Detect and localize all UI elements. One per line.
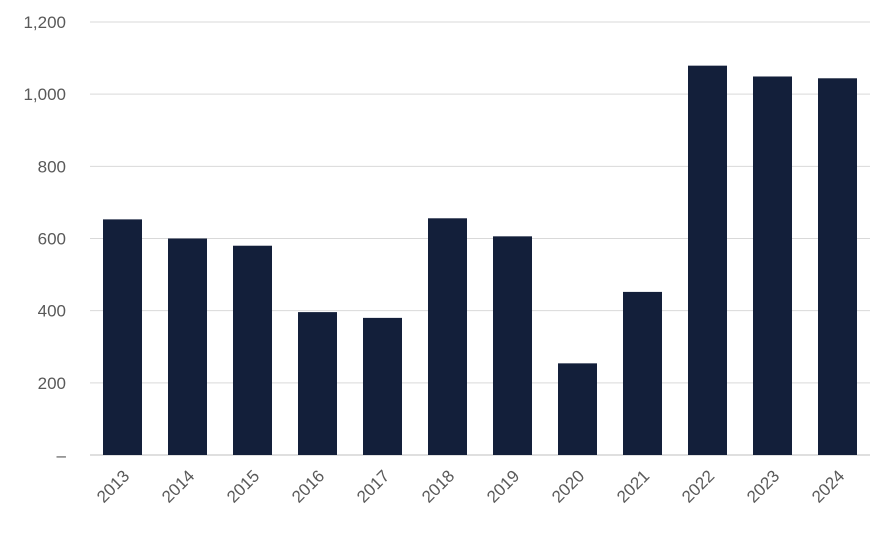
x-tick-label: 2020 bbox=[548, 466, 588, 506]
y-axis-ticks: – 200 400 600 800 1,000 1,200 bbox=[23, 13, 66, 465]
bar-2014 bbox=[168, 238, 207, 455]
x-tick-label: 2013 bbox=[93, 466, 133, 506]
bar-2015 bbox=[233, 245, 272, 455]
bar-2024 bbox=[818, 78, 857, 455]
y-tick-label: 200 bbox=[38, 374, 66, 393]
bar-2021 bbox=[623, 291, 662, 455]
bar-2018 bbox=[428, 218, 467, 455]
x-tick-label: 2016 bbox=[288, 466, 328, 506]
x-tick-label: 2019 bbox=[483, 466, 523, 506]
x-tick-label: 2018 bbox=[418, 466, 458, 506]
bar-2017 bbox=[363, 317, 402, 455]
bars bbox=[103, 65, 857, 456]
y-tick-label: 400 bbox=[38, 302, 66, 321]
x-tick-label: 2017 bbox=[353, 466, 393, 506]
x-tick-label: 2014 bbox=[158, 466, 198, 506]
bar-2020 bbox=[558, 363, 597, 455]
y-tick-label: 1,000 bbox=[23, 85, 66, 104]
x-tick-label: 2021 bbox=[613, 466, 653, 506]
x-tick-label: 2015 bbox=[223, 466, 263, 506]
x-tick-label: 2022 bbox=[678, 466, 718, 506]
bar-2016 bbox=[298, 312, 337, 455]
bar-2019 bbox=[493, 236, 532, 455]
y-tick-label: 600 bbox=[38, 230, 66, 249]
bar-2023 bbox=[753, 76, 792, 455]
x-tick-label: 2023 bbox=[743, 466, 783, 506]
gridlines bbox=[90, 21, 870, 456]
y-tick-label: 1,200 bbox=[23, 13, 66, 32]
x-axis-ticks: 2013 2014 2015 2016 2017 2018 2019 2020 2021 2022… bbox=[93, 466, 848, 506]
y-tick-label: 800 bbox=[38, 157, 66, 176]
y-tick-label: – bbox=[57, 446, 67, 465]
bar-2022 bbox=[688, 65, 727, 456]
bar-2013 bbox=[103, 219, 142, 455]
x-tick-label: 2024 bbox=[808, 466, 848, 506]
